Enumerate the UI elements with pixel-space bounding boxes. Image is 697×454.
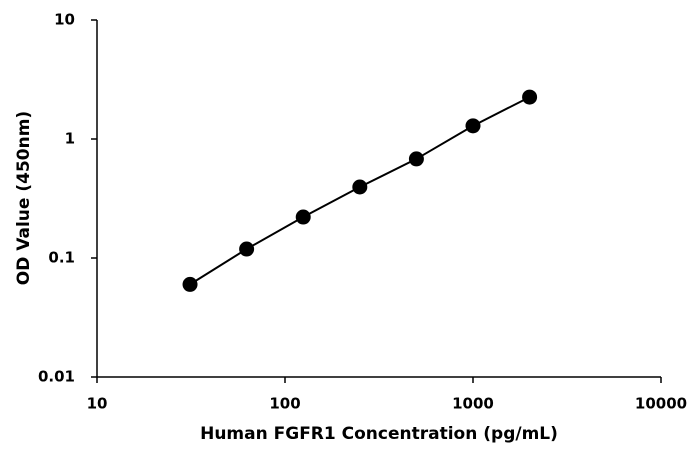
y-tick-label: 10 (54, 11, 75, 29)
y-tick-label: 0.01 (38, 368, 75, 386)
y-axis-title: OD Value (450nm) (14, 111, 34, 285)
x-tick-label: 10000 (635, 395, 687, 413)
point (295, 209, 311, 225)
x-axis-title: Human FGFR1 Concentration (pg/mL) (200, 424, 558, 444)
x-tick-label: 100 (269, 395, 300, 413)
x-tick-label: 10 (87, 395, 108, 413)
x-tick-label: 1000 (452, 395, 494, 413)
y-tick-label: 0.1 (48, 249, 75, 267)
y-tick-label: 1 (65, 130, 75, 148)
point (352, 179, 368, 195)
point (239, 241, 255, 257)
point (182, 276, 198, 292)
point (465, 118, 481, 134)
point (522, 89, 538, 105)
point (408, 151, 424, 167)
